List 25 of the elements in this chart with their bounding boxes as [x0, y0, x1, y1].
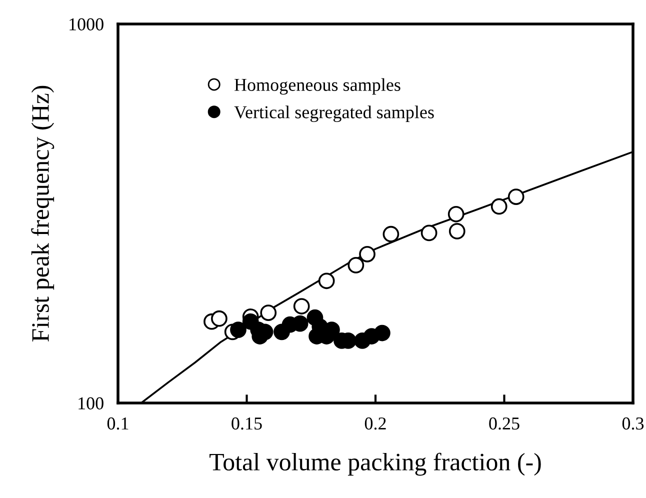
- point: [230, 322, 246, 338]
- x-axis-title: Total volume packing fraction (-): [210, 452, 541, 476]
- point: [211, 310, 228, 327]
- point: [260, 304, 277, 321]
- point: [348, 257, 364, 274]
- x-tick-label: 0.1: [107, 417, 128, 430]
- point: [359, 246, 376, 262]
- point: [382, 226, 400, 242]
- x-tick-label: 0.15: [232, 417, 262, 430]
- y-axis-title: First peak frequency (Hz): [31, 86, 54, 342]
- x-tick-label: 0.3: [622, 417, 644, 430]
- legend-label: Vertical segregated samples: [234, 106, 434, 122]
- point: [318, 272, 335, 290]
- point: [293, 298, 310, 314]
- x-tick-label: 0.25: [489, 417, 520, 430]
- point: [508, 188, 524, 205]
- x-tick-label: 0.2: [364, 417, 386, 430]
- point: [420, 224, 438, 242]
- y-tick-label: 100: [78, 397, 104, 410]
- legend-label: Homogeneous samples: [234, 78, 400, 95]
- point: [448, 206, 464, 222]
- point: [490, 198, 508, 215]
- y-tick-label: 1000: [70, 18, 104, 30]
- point: [374, 324, 390, 342]
- point: [448, 223, 466, 240]
